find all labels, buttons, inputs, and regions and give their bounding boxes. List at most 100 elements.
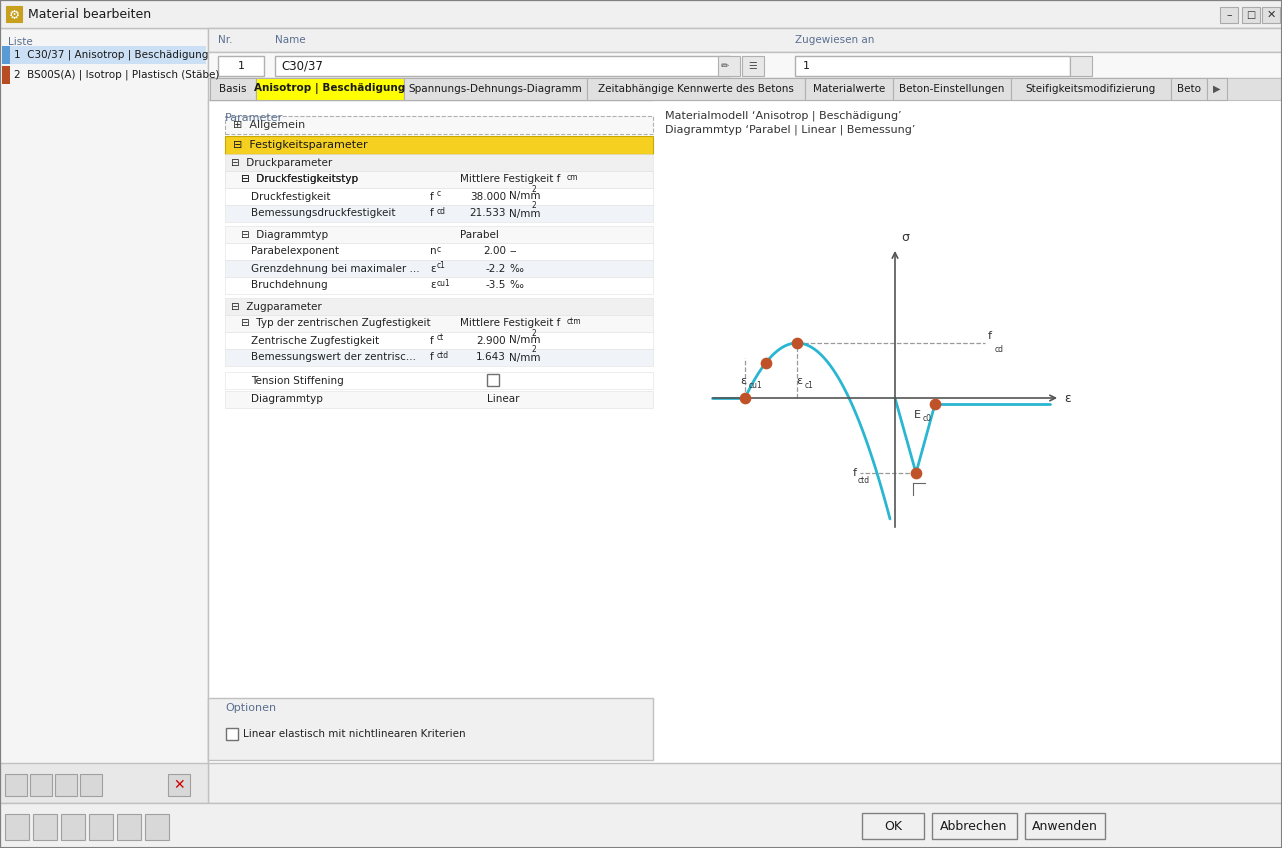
Bar (1261, 7, 1279, 23)
Text: --: -- (509, 247, 517, 256)
Bar (226, 116, 653, 134)
Bar (208, 78, 1282, 100)
Text: ✏: ✏ (720, 61, 729, 71)
Bar (208, 28, 1282, 52)
Text: 2.00: 2.00 (483, 247, 506, 256)
Text: ‰: ‰ (509, 264, 523, 274)
Bar (208, 698, 653, 760)
Point (735, 391, 755, 404)
Bar (226, 315, 653, 332)
Text: Mittlere Festigkeit f: Mittlere Festigkeit f (460, 319, 560, 328)
Text: 1: 1 (237, 61, 245, 71)
Text: Parabel: Parabel (460, 230, 499, 239)
Bar (3, 46, 206, 64)
Text: cm: cm (567, 172, 578, 181)
Text: Parabelexponent: Parabelexponent (251, 247, 338, 256)
Bar (3, 66, 10, 84)
Text: ctd: ctd (858, 476, 870, 485)
Text: 2: 2 (531, 202, 536, 210)
Bar (5, 774, 27, 796)
Text: Bruchdehnung: Bruchdehnung (251, 281, 328, 291)
Bar (226, 171, 653, 188)
Text: –: – (1226, 10, 1232, 20)
Text: Liste: Liste (8, 37, 33, 47)
Bar (862, 813, 924, 839)
Text: Tension Stiffening: Tension Stiffening (251, 376, 344, 386)
Text: Linear elastisch mit nichtlinearen Kriterien: Linear elastisch mit nichtlinearen Krite… (244, 729, 465, 739)
Text: ct: ct (437, 333, 445, 343)
Bar (1170, 78, 1206, 100)
Bar (932, 813, 1017, 839)
Bar (1011, 78, 1170, 100)
Text: Druckfestigkeit: Druckfestigkeit (251, 192, 331, 202)
Text: ε: ε (429, 264, 436, 274)
Bar (404, 78, 587, 100)
Text: ✕: ✕ (1267, 10, 1276, 20)
Bar (0, 803, 1282, 848)
Bar (0, 0, 1282, 28)
Text: Beto: Beto (1177, 84, 1201, 94)
Text: Abbrechen: Abbrechen (940, 819, 1008, 833)
Bar (226, 154, 653, 171)
Bar (1070, 56, 1092, 76)
Bar (795, 56, 1070, 76)
Text: 1.643: 1.643 (476, 353, 506, 362)
Text: f: f (429, 336, 433, 345)
Text: ⊟  Festigkeitsparameter: ⊟ Festigkeitsparameter (233, 140, 368, 150)
Text: 2: 2 (531, 328, 536, 338)
Bar (29, 774, 53, 796)
Bar (226, 260, 653, 277)
Text: Bemessungswert der zentrisc...: Bemessungswert der zentrisc... (251, 353, 415, 362)
Bar (226, 205, 653, 222)
Text: Basis: Basis (219, 84, 246, 94)
Text: Linear: Linear (487, 394, 519, 404)
Text: 2: 2 (531, 185, 536, 193)
Point (924, 397, 945, 410)
Text: Steifigkeitsmodifizierung: Steifigkeitsmodifizierung (1026, 84, 1156, 94)
Text: 2  BS00S(A) | Isotrop | Plastisch (Stäbe): 2 BS00S(A) | Isotrop | Plastisch (Stäbe) (14, 70, 219, 81)
Bar (226, 349, 653, 366)
Bar (226, 116, 653, 134)
Text: σ: σ (901, 231, 909, 244)
Text: □: □ (1246, 10, 1255, 20)
Bar (168, 774, 190, 796)
Bar (894, 78, 1011, 100)
Text: Anisotrop | Beschädigung: Anisotrop | Beschädigung (254, 83, 405, 94)
Point (787, 336, 808, 349)
Bar (79, 774, 103, 796)
Text: Nr.: Nr. (218, 35, 232, 45)
Bar (276, 56, 729, 76)
Text: E: E (914, 410, 920, 420)
Text: cu1: cu1 (437, 278, 451, 287)
Text: Diagrammtyp: Diagrammtyp (251, 394, 323, 404)
Bar (210, 78, 256, 100)
Bar (3, 66, 206, 84)
Text: f: f (429, 192, 433, 202)
Bar (5, 814, 29, 840)
Point (906, 466, 927, 480)
Bar (653, 98, 1282, 760)
Text: 1: 1 (803, 61, 810, 71)
Text: N/mm: N/mm (509, 353, 541, 362)
Text: Diagrammtyp ‘Parabel | Linear | Bemessung’: Diagrammtyp ‘Parabel | Linear | Bemessun… (665, 125, 915, 135)
Bar (55, 774, 77, 796)
Text: ⊟  Typ der zentrischen Zugfestigkeit: ⊟ Typ der zentrischen Zugfestigkeit (241, 319, 431, 328)
Text: Anwenden: Anwenden (1032, 819, 1097, 833)
Text: Material bearbeiten: Material bearbeiten (28, 8, 151, 20)
Bar (62, 814, 85, 840)
Bar (218, 56, 264, 76)
Bar (226, 332, 653, 349)
Text: f: f (853, 468, 856, 478)
Text: ⊞  Allgemein: ⊞ Allgemein (233, 120, 305, 130)
Text: ctd: ctd (437, 350, 449, 360)
Text: ▶: ▶ (1213, 84, 1220, 94)
Bar (587, 78, 805, 100)
Bar (226, 171, 653, 188)
Bar (117, 814, 141, 840)
Bar (226, 298, 653, 315)
Bar (1206, 78, 1227, 100)
Text: N/mm: N/mm (509, 336, 541, 345)
Bar (226, 277, 653, 294)
Bar (145, 814, 169, 840)
Bar (3, 46, 10, 64)
